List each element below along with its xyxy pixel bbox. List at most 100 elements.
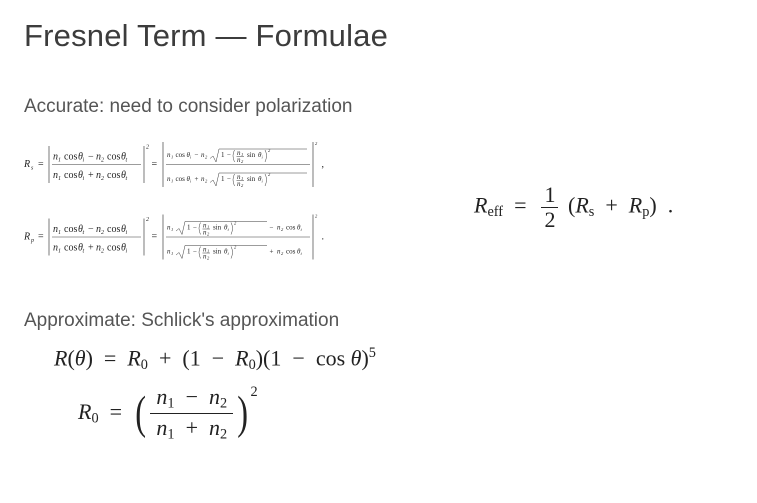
svg-text:i: i — [228, 227, 230, 232]
svg-text:=: = — [152, 159, 158, 170]
l2-da: n — [156, 415, 167, 440]
svg-text:n: n — [237, 156, 241, 164]
svg-text:−: − — [193, 248, 197, 256]
l2-den: n1 + n2 — [150, 414, 233, 444]
svg-text:1: 1 — [207, 225, 209, 230]
reff-half-num: 1 — [541, 184, 558, 208]
svg-text:t: t — [83, 249, 85, 255]
l2-da-s: 1 — [167, 427, 174, 443]
l1-eq: = — [104, 346, 116, 371]
svg-text:2: 2 — [315, 141, 318, 146]
l2-db: n — [209, 415, 220, 440]
l2-sq: 2 — [251, 384, 258, 400]
l1-theta: θ — [75, 346, 86, 371]
accurate-formulae: .mi { font: italic 20px "Times New Roman… — [24, 132, 733, 282]
svg-text:n: n — [53, 152, 58, 163]
l2-plus: + — [186, 415, 198, 440]
svg-text:i: i — [83, 158, 85, 164]
svg-text:=: = — [38, 232, 44, 243]
svg-text:i: i — [126, 230, 128, 236]
svg-text:−: − — [270, 224, 274, 232]
svg-text:n: n — [53, 224, 58, 235]
l2-frac: n1 − n2 n1 + n2 — [150, 384, 233, 444]
svg-text:R: R — [24, 232, 30, 243]
svg-text:−: − — [227, 151, 231, 159]
svg-text:1: 1 — [241, 152, 243, 157]
svg-text:n: n — [96, 170, 101, 181]
svg-text:−: − — [195, 151, 199, 159]
svg-text:cos: cos — [107, 152, 120, 163]
svg-text:n: n — [53, 243, 58, 254]
l2-na: n — [156, 384, 167, 409]
rs-rp-svg: .mi { font: italic 20px "Times New Roman… — [24, 132, 444, 282]
l1-cos: cos — [316, 346, 345, 371]
l1-one1: 1 — [190, 346, 201, 371]
l2-nb: n — [209, 384, 220, 409]
svg-text:+: + — [88, 170, 94, 181]
l2-lp: ( — [135, 395, 146, 432]
l1-minus2: − — [292, 346, 304, 371]
svg-text:2: 2 — [234, 221, 237, 226]
schlick-line1: R(θ) = R0 + (1 − R0)(1 − cos θ)5 — [54, 346, 733, 374]
svg-text:n: n — [203, 229, 207, 237]
svg-text:cos: cos — [64, 243, 77, 254]
svg-text:cos: cos — [107, 224, 120, 235]
svg-text:+: + — [195, 175, 199, 183]
l1-R: R — [54, 346, 67, 371]
approximate-label: Approximate: Schlick's approximation — [24, 310, 733, 332]
l2-num: n1 − n2 — [150, 384, 233, 415]
svg-text:i: i — [126, 249, 128, 255]
svg-text:1: 1 — [241, 176, 243, 181]
svg-text:−: − — [88, 152, 94, 163]
svg-text:2: 2 — [234, 245, 237, 250]
svg-text:1: 1 — [58, 158, 61, 164]
svg-text:t: t — [126, 158, 128, 164]
svg-text:t: t — [126, 176, 128, 182]
svg-text:−: − — [227, 175, 231, 183]
svg-text:cos: cos — [176, 175, 186, 183]
l1-R0b-sub: 0 — [249, 357, 256, 373]
svg-text:n: n — [237, 180, 241, 188]
svg-text:2: 2 — [101, 176, 104, 182]
l1-plus: + — [159, 346, 171, 371]
svg-text:n: n — [277, 248, 281, 256]
svg-text:cos: cos — [64, 152, 77, 163]
l1-theta2: θ — [351, 346, 362, 371]
svg-text:2: 2 — [268, 148, 271, 153]
svg-text:t: t — [83, 230, 85, 236]
l1-R0a: R — [127, 346, 140, 371]
svg-text:n: n — [201, 151, 205, 159]
svg-text:cos: cos — [176, 151, 186, 159]
svg-text:1: 1 — [171, 155, 173, 160]
svg-text:n: n — [96, 224, 101, 235]
svg-text:sin: sin — [213, 248, 222, 256]
svg-text:n: n — [96, 243, 101, 254]
schlick-line2: R0 = ( n1 − n2 n1 + n2 )2 — [54, 384, 733, 444]
svg-text:i: i — [262, 155, 264, 160]
reff-R: R — [474, 192, 487, 217]
svg-text:n: n — [203, 253, 207, 261]
reff-eq: = — [514, 192, 526, 217]
l2-R0-sub: 0 — [91, 411, 98, 427]
accurate-label: Accurate: need to consider polarization — [24, 96, 733, 118]
svg-text:2: 2 — [281, 227, 284, 232]
svg-text:1: 1 — [221, 151, 225, 159]
svg-text:.: . — [322, 232, 325, 243]
svg-text:R: R — [24, 159, 30, 170]
svg-text:cos: cos — [286, 248, 296, 256]
reff-period: . — [668, 192, 674, 217]
svg-text:s: s — [31, 166, 34, 172]
svg-text:i: i — [301, 227, 303, 232]
reff-plus: + — [605, 192, 617, 217]
svg-text:1: 1 — [187, 248, 191, 256]
svg-text:2: 2 — [146, 145, 149, 151]
l1-one2: 1 — [270, 346, 281, 371]
svg-text:2: 2 — [241, 183, 244, 188]
reff-rp: ) — [649, 192, 656, 217]
svg-text:i: i — [228, 251, 230, 256]
svg-text:2: 2 — [205, 155, 208, 160]
svg-text:n: n — [201, 175, 205, 183]
reff-half: 1 2 — [541, 184, 558, 231]
svg-text:n: n — [96, 152, 101, 163]
reff-Rs: R — [575, 192, 588, 217]
